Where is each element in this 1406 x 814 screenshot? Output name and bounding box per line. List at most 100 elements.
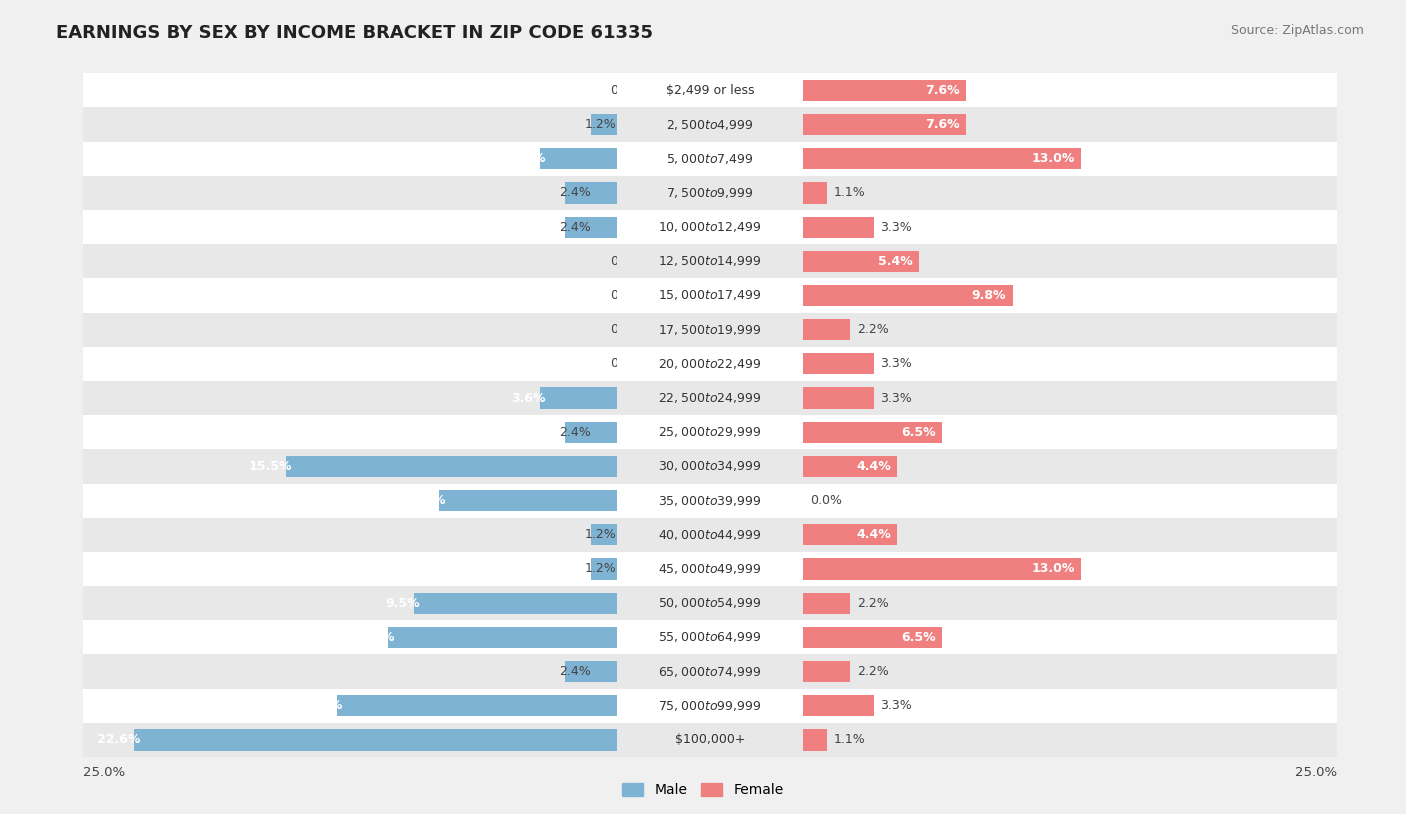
Bar [803, 456, 897, 477]
Bar [617, 347, 803, 381]
Bar [803, 518, 1337, 552]
Text: 2.2%: 2.2% [856, 323, 889, 336]
Bar [803, 142, 1337, 176]
Text: $30,000 to $34,999: $30,000 to $34,999 [658, 459, 762, 474]
Text: 2.4%: 2.4% [560, 426, 591, 439]
Bar [617, 518, 803, 552]
Bar [83, 689, 617, 723]
Bar [803, 80, 966, 101]
Bar [617, 620, 803, 654]
Bar [285, 456, 617, 477]
Bar [803, 620, 1337, 654]
Bar [83, 278, 617, 313]
Text: 0.0%: 0.0% [610, 84, 643, 97]
Bar [565, 217, 617, 238]
Bar [388, 627, 617, 648]
Bar [83, 552, 617, 586]
Bar [83, 107, 617, 142]
Text: 4.4%: 4.4% [856, 528, 891, 541]
Text: 1.2%: 1.2% [585, 118, 616, 131]
Text: 1.2%: 1.2% [585, 562, 616, 575]
Bar [565, 661, 617, 682]
Text: 3.3%: 3.3% [880, 357, 912, 370]
Text: 0.0%: 0.0% [610, 289, 643, 302]
Bar [803, 182, 827, 204]
Bar [803, 347, 1337, 381]
Bar [134, 729, 617, 751]
Text: 4.4%: 4.4% [856, 460, 891, 473]
Text: $5,000 to $7,499: $5,000 to $7,499 [666, 151, 754, 166]
Bar [803, 689, 1337, 723]
Bar [803, 422, 942, 443]
Bar [617, 723, 803, 757]
Text: $10,000 to $12,499: $10,000 to $12,499 [658, 220, 762, 234]
Bar [617, 142, 803, 176]
Text: 3.3%: 3.3% [880, 221, 912, 234]
Bar [591, 114, 617, 135]
Text: 3.6%: 3.6% [512, 392, 546, 405]
Bar [337, 695, 617, 716]
Text: $2,499 or less: $2,499 or less [666, 84, 754, 97]
Text: 15.5%: 15.5% [249, 460, 292, 473]
Bar [83, 347, 617, 381]
Bar [803, 558, 1081, 580]
Bar [803, 654, 1337, 689]
Bar [803, 148, 1081, 169]
Bar [803, 353, 875, 374]
Bar [803, 210, 1337, 244]
Text: 0.0%: 0.0% [610, 255, 643, 268]
Text: $15,000 to $17,499: $15,000 to $17,499 [658, 288, 762, 303]
Bar [803, 278, 1337, 313]
Text: 7.6%: 7.6% [925, 118, 959, 131]
Text: $55,000 to $64,999: $55,000 to $64,999 [658, 630, 762, 645]
Text: $65,000 to $74,999: $65,000 to $74,999 [658, 664, 762, 679]
Text: 3.3%: 3.3% [880, 699, 912, 712]
Text: $45,000 to $49,999: $45,000 to $49,999 [658, 562, 762, 576]
Text: 13.0%: 13.0% [1031, 152, 1074, 165]
Text: $50,000 to $54,999: $50,000 to $54,999 [658, 596, 762, 610]
Bar [83, 381, 617, 415]
Bar [803, 319, 851, 340]
Bar [617, 449, 803, 484]
Text: 5.4%: 5.4% [877, 255, 912, 268]
Bar [617, 689, 803, 723]
Bar [83, 449, 617, 484]
Bar [803, 524, 897, 545]
Text: EARNINGS BY SEX BY INCOME BRACKET IN ZIP CODE 61335: EARNINGS BY SEX BY INCOME BRACKET IN ZIP… [56, 24, 654, 42]
Bar [803, 387, 875, 409]
Bar [803, 552, 1337, 586]
Text: $12,500 to $14,999: $12,500 to $14,999 [658, 254, 762, 269]
Text: $25,000 to $29,999: $25,000 to $29,999 [658, 425, 762, 440]
Bar [803, 484, 1337, 518]
Text: 2.2%: 2.2% [856, 597, 889, 610]
Bar [83, 210, 617, 244]
Bar [803, 586, 1337, 620]
Text: 1.2%: 1.2% [585, 528, 616, 541]
Text: 10.7%: 10.7% [352, 631, 395, 644]
Text: 13.1%: 13.1% [299, 699, 343, 712]
Bar [617, 244, 803, 278]
Text: 8.3%: 8.3% [412, 494, 446, 507]
Text: $35,000 to $39,999: $35,000 to $39,999 [658, 493, 762, 508]
Bar [617, 654, 803, 689]
Bar [617, 73, 803, 107]
Bar [617, 415, 803, 449]
Text: Source: ZipAtlas.com: Source: ZipAtlas.com [1230, 24, 1364, 37]
Bar [565, 422, 617, 443]
Bar [83, 142, 617, 176]
Text: 2.4%: 2.4% [560, 221, 591, 234]
Bar [803, 244, 1337, 278]
Text: 9.5%: 9.5% [385, 597, 420, 610]
Bar [803, 729, 827, 751]
Bar [803, 251, 918, 272]
Bar [617, 484, 803, 518]
Bar [803, 723, 1337, 757]
Bar [617, 313, 803, 347]
Bar [591, 558, 617, 580]
Bar [440, 490, 617, 511]
Bar [803, 695, 875, 716]
Bar [83, 484, 617, 518]
Bar [803, 217, 875, 238]
Bar [803, 285, 1012, 306]
Text: $7,500 to $9,999: $7,500 to $9,999 [666, 186, 754, 200]
